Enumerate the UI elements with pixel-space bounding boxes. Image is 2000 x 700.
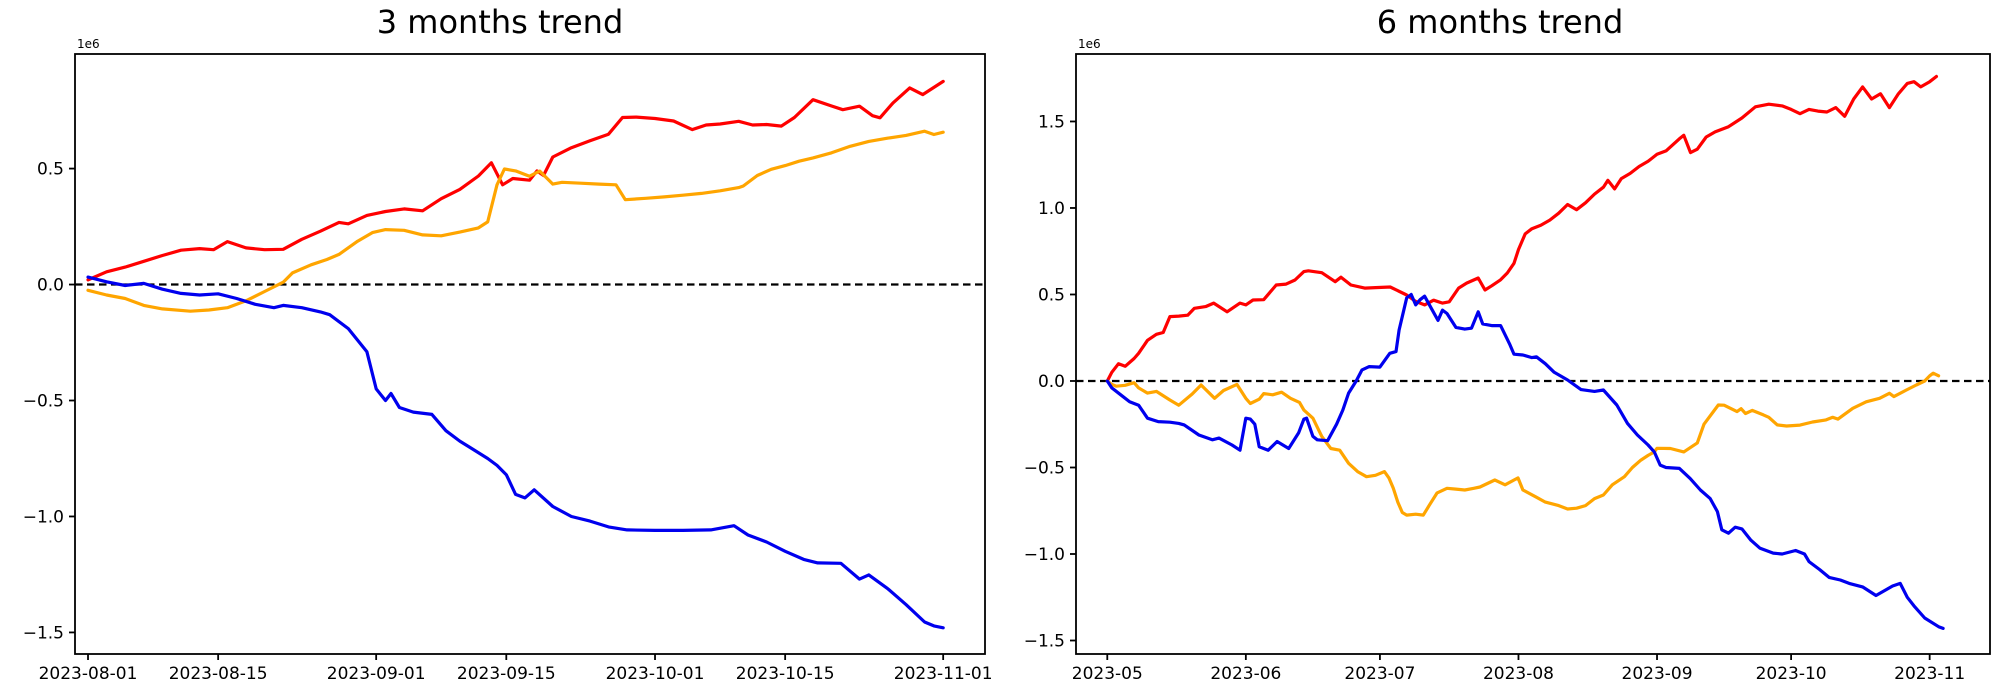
six-months-trend-chart: 2023-05 2023-06 2023-07 2023-08 2023-09 2023-…: [1024, 37, 1991, 684]
x-tick-label: 2023-10-01: [606, 664, 705, 684]
y-tick-label: −0.5: [1024, 458, 1065, 478]
y-tick-label: 1.0: [1038, 199, 1065, 219]
x-tick-label: 2023-06: [1210, 664, 1281, 684]
y-tick-label: −1.5: [1024, 632, 1065, 652]
three-months-trend-chart: 2023-08-01 2023-08-15 2023-09-01 2023-09-15…: [23, 37, 993, 684]
x-tick-label: 2023-09-15: [457, 664, 556, 684]
x-tick-label: 2023-11-01: [894, 664, 993, 684]
x-tick-label: 2023-05: [1072, 664, 1143, 684]
plot-border: [74, 53, 986, 655]
x-tick-label: 2023-07: [1344, 664, 1415, 684]
chart-title-3-months: 3 months trend: [376, 3, 624, 41]
blue-line: [86, 275, 945, 630]
y-tick-label: 0.5: [1038, 285, 1065, 305]
x-tick-label: 2023-08: [1483, 664, 1554, 684]
x-tick-label: 2023-09-01: [327, 664, 426, 684]
y-tick-label: −1.0: [1024, 545, 1065, 565]
blue-line: [1105, 292, 1945, 631]
x-tick-label: 2023-08-01: [39, 664, 138, 684]
x-tick-label: 2023-08-15: [169, 664, 268, 684]
orange-line: [86, 129, 945, 313]
x-tick-label: 2023-11: [1894, 664, 1965, 684]
orange-line: [1105, 371, 1941, 517]
y-tick-label: 0.5: [37, 160, 64, 180]
y-tick-label: 0.0: [37, 276, 64, 296]
y-tick-label: −1.5: [23, 623, 64, 643]
red-line: [1105, 74, 1939, 383]
axis-offset-label: 1e6: [77, 37, 100, 51]
x-tick-label: 2023-09: [1622, 664, 1693, 684]
x-tick-label: 2023-10: [1756, 664, 1827, 684]
chart-title-6-months: 6 months trend: [1376, 3, 1624, 41]
y-tick-label: 0.0: [1038, 372, 1065, 392]
y-tick-label: −0.5: [23, 392, 64, 412]
y-tick-label: −1.0: [23, 507, 64, 527]
red-line: [86, 79, 945, 282]
plot-border: [1075, 53, 1991, 655]
chart-panel-3-months: 3 months trend 2023-08-01 2023-08-15 2023-…: [23, 3, 993, 684]
y-tick-label: 1.5: [1038, 112, 1065, 132]
axis-offset-label: 1e6: [1078, 37, 1101, 51]
chart-panel-6-months: 6 months trend 2023-05 2023-06 2023-07 2023…: [1000, 0, 2000, 700]
x-tick-label: 2023-10-15: [736, 664, 835, 684]
